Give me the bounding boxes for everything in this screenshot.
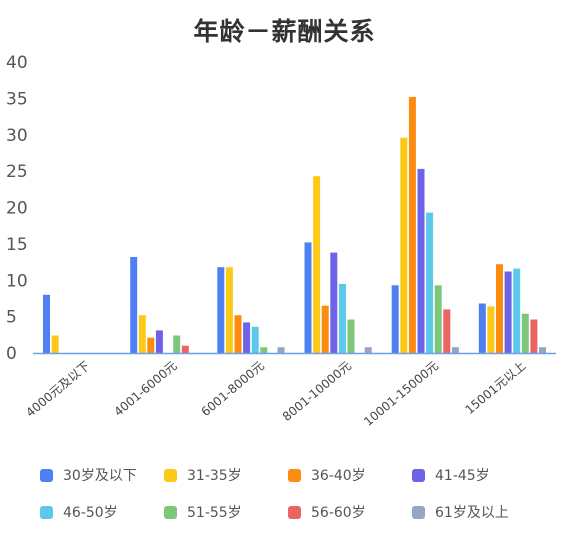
legend-label: 56-60岁 (311, 505, 366, 521)
legend-item[interactable]: 51-55岁 (164, 503, 288, 521)
legend-label: 51-55岁 (187, 505, 242, 521)
bar (321, 305, 329, 353)
x-category-label: 10001-15000元 (361, 359, 441, 429)
bar (451, 347, 459, 353)
legend-swatch (40, 468, 53, 482)
legend-item[interactable]: 61岁及以上 (412, 503, 536, 521)
bar (417, 168, 425, 353)
legend-label: 31-35岁 (187, 468, 242, 484)
bar (478, 303, 486, 353)
legend-swatch (40, 505, 53, 519)
bar (391, 285, 399, 353)
legend-item[interactable]: 46-50岁 (40, 503, 164, 521)
y-tick-label: 5 (6, 308, 17, 328)
y-tick-label: 30 (6, 126, 28, 146)
bar (364, 347, 372, 353)
bar (173, 335, 181, 353)
legend-label: 41-45岁 (435, 468, 490, 484)
bar (434, 285, 442, 353)
y-tick-label: 25 (6, 162, 28, 182)
bar (338, 283, 346, 353)
x-category-label: 6001-8000元 (199, 359, 267, 419)
bar (181, 345, 189, 353)
bar (260, 347, 268, 353)
bar (138, 315, 146, 353)
x-category-label: 15001元以上 (463, 359, 529, 417)
y-tick-label: 35 (6, 89, 28, 109)
y-tick-label: 10 (6, 271, 28, 291)
bar (487, 306, 495, 353)
legend-label: 36-40岁 (311, 468, 366, 484)
bar (408, 96, 416, 354)
bar (504, 271, 512, 353)
legend-swatch (412, 468, 425, 482)
legend-swatch (288, 468, 301, 482)
x-category-label: 4000元及以下 (23, 359, 92, 420)
bar (304, 242, 312, 353)
bar (251, 326, 259, 353)
bar (130, 257, 138, 353)
legend-swatch (164, 505, 177, 519)
legend-label: 46-50岁 (63, 505, 118, 521)
bar (217, 267, 225, 353)
y-tick-label: 40 (6, 53, 28, 73)
bar (521, 313, 529, 353)
bar (313, 176, 321, 353)
legend-swatch (288, 505, 301, 519)
legend-swatch (412, 505, 425, 519)
y-tick-label: 20 (6, 199, 28, 219)
bar (234, 315, 242, 353)
bar (426, 212, 434, 353)
x-category-label: 8001-10000元 (280, 359, 354, 424)
bar (530, 319, 538, 353)
bar (496, 264, 503, 353)
legend: 30岁及以下 31-35岁 36-40岁 41-45岁 46-50岁 51-55岁 56-6… (40, 466, 560, 521)
y-tick-label: 0 (6, 344, 17, 364)
bar (513, 268, 521, 353)
y-tick-label: 15 (6, 235, 28, 255)
chart-title: 年龄－薪酬关系 (193, 17, 376, 46)
bar (277, 347, 285, 353)
bar (443, 309, 451, 353)
bar (400, 137, 408, 353)
bar (51, 335, 59, 353)
legend-item[interactable]: 36-40岁 (288, 466, 412, 484)
legend-label: 30岁及以下 (63, 468, 137, 484)
bar (330, 252, 338, 353)
bar (147, 337, 155, 353)
legend-item[interactable]: 30岁及以下 (40, 466, 164, 484)
bar (347, 319, 355, 353)
bar (243, 322, 251, 353)
legend-label: 61岁及以上 (435, 505, 509, 521)
legend-item[interactable]: 56-60岁 (288, 503, 412, 521)
legend-item[interactable]: 41-45岁 (412, 466, 536, 484)
bar (155, 330, 163, 353)
bar (43, 294, 50, 353)
bar (539, 347, 546, 353)
bar (225, 267, 233, 353)
legend-item[interactable]: 31-35岁 (164, 466, 288, 484)
legend-swatch (164, 468, 177, 482)
x-category-label: 4001-6000元 (111, 359, 179, 419)
